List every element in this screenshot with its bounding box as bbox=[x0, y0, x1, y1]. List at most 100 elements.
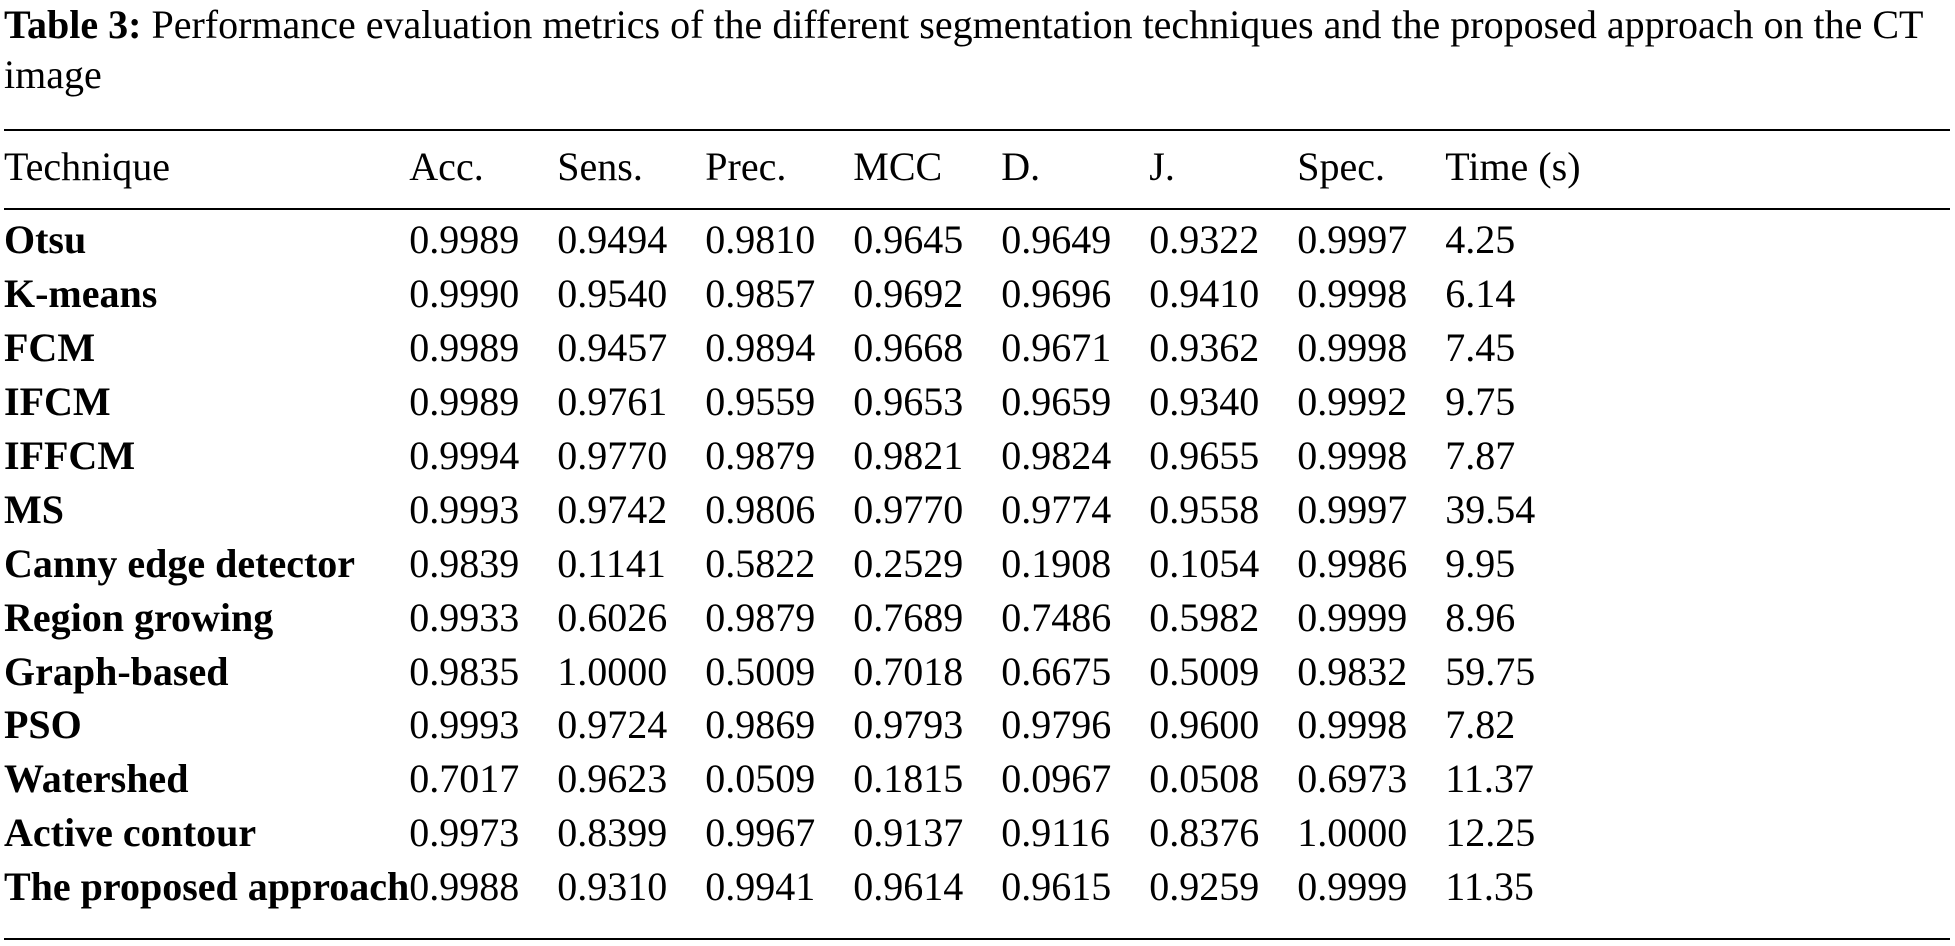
metric-value-cell: 4.25 bbox=[1445, 217, 1516, 263]
metric-value-cell: 0.9989 bbox=[409, 217, 520, 263]
metric-value-cell: 0.0967 bbox=[1001, 756, 1112, 802]
metric-value-cell: 0.9559 bbox=[705, 379, 816, 425]
metric-value-cell: 0.9761 bbox=[557, 379, 668, 425]
metric-value-cell: 0.9879 bbox=[705, 594, 816, 640]
metric-value-cell: 0.9999 bbox=[1297, 594, 1408, 640]
metric-value-cell: 0.7689 bbox=[853, 594, 964, 640]
metric-value-cell: 0.7018 bbox=[853, 648, 964, 694]
metric-value-cell: 0.9770 bbox=[853, 486, 964, 532]
metric-value-cell: 0.9653 bbox=[853, 379, 964, 425]
metric-value-cell: 0.9696 bbox=[1001, 271, 1112, 317]
metric-value-cell: 1.0000 bbox=[557, 648, 668, 694]
column-header: Prec. bbox=[705, 143, 787, 189]
table-row: The proposed approach 0.9988 0.9310 0.9941 0… bbox=[4, 860, 1593, 914]
metric-value-cell: 0.9997 bbox=[1297, 217, 1408, 263]
metric-value-cell: 0.9742 bbox=[557, 486, 668, 532]
technique-name-cell: Region growing bbox=[4, 594, 274, 640]
table-bottom-rule bbox=[4, 938, 1950, 940]
metric-value-cell: 0.1141 bbox=[557, 540, 666, 586]
metric-value-cell: 0.9649 bbox=[1001, 217, 1112, 263]
metric-value-cell: 0.9362 bbox=[1149, 325, 1260, 371]
table-row: Active contour 0.9973 0.8399 0.9967 0.9137 0.… bbox=[4, 806, 1593, 860]
metric-value-cell: 0.5982 bbox=[1149, 594, 1260, 640]
technique-name-cell: The proposed approach bbox=[4, 864, 410, 910]
metric-value-cell: 0.9894 bbox=[705, 325, 816, 371]
metric-value-cell: 0.9933 bbox=[409, 594, 520, 640]
metric-value-cell: 0.9869 bbox=[705, 702, 816, 748]
metric-value-cell: 0.9614 bbox=[853, 864, 964, 910]
metric-value-cell: 7.87 bbox=[1445, 433, 1516, 478]
metric-value-cell: 0.9989 bbox=[409, 325, 520, 371]
metric-value-cell: 0.9310 bbox=[557, 864, 668, 910]
metric-value-cell: 0.1054 bbox=[1149, 540, 1260, 586]
table-row: K-means 0.9990 0.9540 0.9857 0.9692 0.9696 0.9… bbox=[4, 267, 1593, 321]
metric-value-cell: 0.9116 bbox=[1001, 810, 1110, 856]
metric-value-cell: 0.9259 bbox=[1149, 864, 1260, 910]
table-row: Watershed 0.7017 0.9623 0.0509 0.1815 0.0967 0… bbox=[4, 752, 1593, 806]
column-header: Time (s) bbox=[1445, 143, 1581, 189]
metric-value-cell: 11.35 bbox=[1445, 864, 1534, 910]
technique-name-cell: FCM bbox=[4, 325, 96, 371]
metric-value-cell: 0.9857 bbox=[705, 271, 816, 317]
metric-value-cell: 0.0509 bbox=[705, 756, 816, 802]
metric-value-cell: 0.9824 bbox=[1001, 433, 1112, 478]
metric-value-cell: 0.8399 bbox=[557, 810, 668, 856]
technique-name-cell: Active contour bbox=[4, 810, 257, 856]
metric-value-cell: 0.9989 bbox=[409, 379, 520, 425]
metric-value-cell: 59.75 bbox=[1445, 648, 1536, 694]
technique-name-cell: Canny edge detector bbox=[4, 540, 356, 586]
metric-value-cell: 0.9668 bbox=[853, 325, 964, 371]
metric-value-cell: 0.5009 bbox=[705, 648, 816, 694]
metric-value-cell: 0.9990 bbox=[409, 271, 520, 317]
metric-value-cell: 0.9659 bbox=[1001, 379, 1112, 425]
metric-value-cell: 8.96 bbox=[1445, 594, 1516, 640]
table-row: Region growing 0.9933 0.6026 0.9879 0.7689 0.… bbox=[4, 590, 1593, 644]
metric-value-cell: 0.9879 bbox=[705, 433, 816, 478]
table-row: Otsu 0.9989 0.9494 0.9810 0.9645 0.9649 0.9322… bbox=[4, 213, 1593, 267]
metric-value-cell: 0.9774 bbox=[1001, 486, 1112, 532]
column-header: J. bbox=[1149, 143, 1175, 189]
metric-value-cell: 0.6675 bbox=[1001, 648, 1112, 694]
technique-name-cell: K-means bbox=[4, 271, 158, 317]
technique-name-cell: Watershed bbox=[4, 756, 189, 802]
metric-value-cell: 0.9999 bbox=[1297, 864, 1408, 910]
metric-value-cell: 0.9998 bbox=[1297, 271, 1408, 317]
metric-value-cell: 0.9988 bbox=[409, 864, 520, 910]
column-header: MCC bbox=[853, 143, 943, 189]
table-caption: Table 3: Performance evaluation metrics … bbox=[4, 0, 1949, 100]
metric-value-cell: 0.9973 bbox=[409, 810, 520, 856]
metric-value-cell: 0.9655 bbox=[1149, 433, 1260, 478]
metric-value-cell: 0.9941 bbox=[705, 864, 816, 910]
metric-value-cell: 0.8376 bbox=[1149, 810, 1260, 856]
metric-value-cell: 0.9540 bbox=[557, 271, 668, 317]
metric-value-cell: 0.1908 bbox=[1001, 540, 1112, 586]
metric-value-cell: 0.9692 bbox=[853, 271, 964, 317]
technique-name-cell: MS bbox=[4, 486, 64, 532]
metric-value-cell: 11.37 bbox=[1445, 756, 1534, 802]
technique-name-cell: PSO bbox=[4, 702, 82, 748]
metric-value-cell: 0.9796 bbox=[1001, 702, 1112, 748]
table-row: FCM 0.9989 0.9457 0.9894 0.9668 0.9671 0.9362 0… bbox=[4, 321, 1593, 375]
metric-value-cell: 0.1815 bbox=[853, 756, 964, 802]
technique-name-cell: Otsu bbox=[4, 217, 87, 263]
table-header-rule bbox=[4, 208, 1950, 210]
table-row: MS 0.9993 0.9742 0.9806 0.9770 0.9774 0.9558 0.… bbox=[4, 482, 1593, 536]
metric-value-cell: 0.9671 bbox=[1001, 325, 1112, 371]
metric-value-cell: 0.9810 bbox=[705, 217, 816, 263]
metric-value-cell: 9.75 bbox=[1445, 379, 1516, 425]
table-row: Canny edge detector 0.9839 0.1141 0.5822 0.2… bbox=[4, 536, 1593, 590]
metric-value-cell: 0.9558 bbox=[1149, 486, 1260, 532]
metric-value-cell: 0.9998 bbox=[1297, 433, 1408, 478]
metric-value-cell: 0.9821 bbox=[853, 433, 964, 478]
metric-value-cell: 0.9986 bbox=[1297, 540, 1408, 586]
metric-value-cell: 0.9998 bbox=[1297, 325, 1408, 371]
metric-value-cell: 0.9615 bbox=[1001, 864, 1112, 910]
metric-value-cell: 12.25 bbox=[1445, 810, 1536, 856]
technique-name-cell: Graph-based bbox=[4, 648, 229, 694]
metrics-table: Technique Acc. Sens. Prec. MCC D. J. Spe… bbox=[4, 0, 1593, 914]
metric-value-cell: 0.9839 bbox=[409, 540, 520, 586]
metric-value-cell: 0.9410 bbox=[1149, 271, 1260, 317]
metric-value-cell: 6.14 bbox=[1445, 271, 1516, 317]
table-row: Graph-based 0.9835 1.0000 0.5009 0.7018 0.667… bbox=[4, 644, 1593, 698]
metric-value-cell: 0.9457 bbox=[557, 325, 668, 371]
